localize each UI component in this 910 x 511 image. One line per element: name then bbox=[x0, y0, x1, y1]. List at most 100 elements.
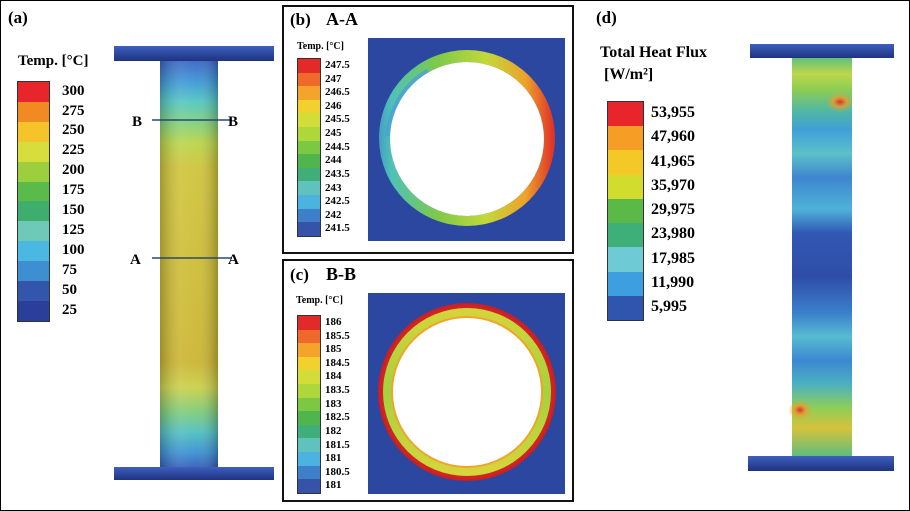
panel-b-legend-tick-label: 245.5 bbox=[325, 113, 350, 126]
panel-a-legend-tick-label: 125 bbox=[62, 222, 85, 239]
panel-d-legend-swatch bbox=[608, 247, 643, 272]
panel-c-legend-swatch bbox=[298, 329, 320, 344]
panel-a-legend-tick-label: 200 bbox=[62, 162, 85, 179]
section-a-left-label: A bbox=[130, 252, 141, 268]
panel-b-legend-tick-label: 244 bbox=[325, 154, 342, 167]
panel-c-legend-tick-label: 182.5 bbox=[325, 411, 350, 424]
panel-d-legend-swatch bbox=[608, 174, 643, 199]
panel-d-legend-tick-label: 17,985 bbox=[651, 249, 695, 267]
panel-b-legend-swatch bbox=[298, 127, 320, 141]
panel-c-section-bb-contour bbox=[368, 293, 565, 494]
panel-d-top-flange bbox=[750, 44, 894, 58]
panel-b-legend-swatch bbox=[298, 195, 320, 209]
panel-c-legend-tick-label: 181.5 bbox=[325, 438, 350, 451]
panel-c-color-legend bbox=[297, 315, 321, 494]
panel-b-legend-tick-label: 246.5 bbox=[325, 86, 350, 99]
panel-b-legend-tick-label: 242.5 bbox=[325, 195, 350, 208]
panel-b-legend-tick-label: 244.5 bbox=[325, 140, 350, 153]
panel-a-legend-tick-label: 300 bbox=[62, 82, 85, 99]
panel-c-label: (c) bbox=[290, 265, 309, 284]
panel-b-legend-swatch bbox=[298, 181, 320, 196]
panel-d-bottom-flange bbox=[748, 456, 894, 471]
panel-a-pipe-shading bbox=[160, 61, 218, 469]
panel-a-legend-title: Temp. [°C] bbox=[18, 53, 89, 69]
panel-d-legend-tick-label: 41,965 bbox=[651, 152, 695, 170]
panel-a-legend-swatch bbox=[18, 221, 49, 242]
panel-c-pipe-bore bbox=[393, 318, 541, 466]
panel-b-legend-tick-label: 241.5 bbox=[325, 222, 350, 235]
panel-c-legend-tick-label: 182 bbox=[325, 424, 342, 437]
panel-c-legend-swatch bbox=[298, 479, 320, 493]
panel-c-legend-tick-label: 184.5 bbox=[325, 356, 350, 369]
panel-d-legend-swatch bbox=[608, 102, 643, 127]
panel-a-legend-tick-label: 150 bbox=[62, 202, 85, 219]
panel-a-pipe-temperature-contour: B B A A bbox=[114, 46, 274, 480]
panel-b-legend-swatch bbox=[298, 72, 320, 87]
panel-a-legend-tick-label: 50 bbox=[62, 281, 77, 298]
panel-b-legend-tick-label: 245 bbox=[325, 127, 342, 140]
panel-b-title: A-A bbox=[326, 9, 358, 29]
panel-d-legend-tick-label: 29,975 bbox=[651, 201, 695, 219]
panel-d-hotspot-bottom bbox=[788, 400, 812, 420]
panel-c-legend-swatch bbox=[298, 424, 320, 439]
panel-c-legend-swatch bbox=[298, 452, 320, 466]
panel-a-legend-tick-label: 100 bbox=[62, 241, 85, 258]
panel-b-section-aa-contour bbox=[368, 38, 565, 241]
panel-b-legend-swatch bbox=[298, 59, 320, 73]
panel-a-legend-swatch bbox=[18, 281, 49, 301]
panel-b-legend-tick-label: 246 bbox=[325, 99, 342, 112]
panel-a-legend-swatch bbox=[18, 261, 49, 282]
panel-c-legend-tick-label: 185 bbox=[325, 343, 342, 356]
panel-b-legend-swatch bbox=[298, 208, 320, 223]
panel-d-heat-flux-contour bbox=[748, 44, 894, 471]
panel-c-legend-tick-label: 181 bbox=[325, 479, 342, 492]
panel-d-legend-title: Total Heat Flux bbox=[600, 44, 707, 61]
panel-b-legend-tick-label: 242 bbox=[325, 208, 342, 221]
panel-c-legend-swatch bbox=[298, 343, 320, 357]
panel-a-legend-swatch bbox=[18, 181, 49, 202]
panel-c-legend-tick-label: 183.5 bbox=[325, 384, 350, 397]
panel-d-legend-swatch bbox=[608, 198, 643, 224]
panel-a-legend-swatch bbox=[18, 161, 49, 182]
panel-a-legend-tick-label: 25 bbox=[62, 301, 77, 318]
section-b-left-label: B bbox=[132, 114, 142, 130]
panel-a-legend-swatch bbox=[18, 201, 49, 222]
panel-d-legend-swatch bbox=[608, 295, 643, 320]
panel-a-legend-tick-label: 175 bbox=[62, 182, 85, 199]
panel-b-legend-title: Temp. [°C] bbox=[297, 41, 344, 52]
panel-d-pipe-body bbox=[792, 58, 852, 456]
panel-c-legend-tick-label: 186 bbox=[325, 315, 342, 328]
panel-b-color-legend bbox=[297, 58, 321, 237]
panel-a-legend-swatch bbox=[18, 82, 49, 102]
panel-b-legend-tick-label: 247 bbox=[325, 72, 342, 85]
panel-d-legend-tick-label: 5,995 bbox=[651, 297, 687, 315]
panel-c-legend-tick-label: 185.5 bbox=[325, 329, 350, 342]
panel-a-legend-tick-label: 225 bbox=[62, 142, 85, 159]
panel-d-legend-units: [W/m²] bbox=[604, 66, 654, 83]
panel-c-legend-swatch bbox=[298, 384, 320, 398]
panel-c-title: B-B bbox=[326, 264, 357, 284]
panel-b-legend-swatch bbox=[298, 222, 320, 236]
panel-a-legend-swatch bbox=[18, 241, 49, 262]
panel-d-legend-tick-label: 47,960 bbox=[651, 128, 695, 146]
panel-a-legend-tick-label: 75 bbox=[62, 261, 77, 278]
panel-d-legend-swatch bbox=[608, 271, 643, 296]
panel-d-legend-swatch bbox=[608, 126, 643, 151]
panel-c-legend-tick-label: 181 bbox=[325, 452, 342, 465]
panel-c-legend-swatch bbox=[298, 370, 320, 385]
panel-d-hotspot-top bbox=[826, 92, 854, 112]
panel-b-cool-zone bbox=[385, 68, 430, 137]
panel-b-legend-swatch bbox=[298, 167, 320, 182]
panel-b-pipe-bore bbox=[390, 62, 544, 216]
panel-c-legend-swatch bbox=[298, 411, 320, 425]
panel-d-legend-swatch bbox=[608, 223, 643, 248]
panel-a-legend-tick-label: 250 bbox=[62, 122, 85, 139]
panel-a-legend-swatch bbox=[18, 300, 49, 321]
panel-c-legend-title: Temp. [°C] bbox=[296, 295, 343, 306]
panel-d-color-legend bbox=[607, 101, 644, 321]
panel-d-legend-tick-label: 11,990 bbox=[651, 273, 695, 291]
panel-a-bottom-flange bbox=[114, 467, 274, 480]
panel-b-label: (b) bbox=[290, 10, 311, 29]
panel-c-legend-tick-label: 180.5 bbox=[325, 465, 350, 478]
panel-a-legend-swatch bbox=[18, 121, 49, 142]
